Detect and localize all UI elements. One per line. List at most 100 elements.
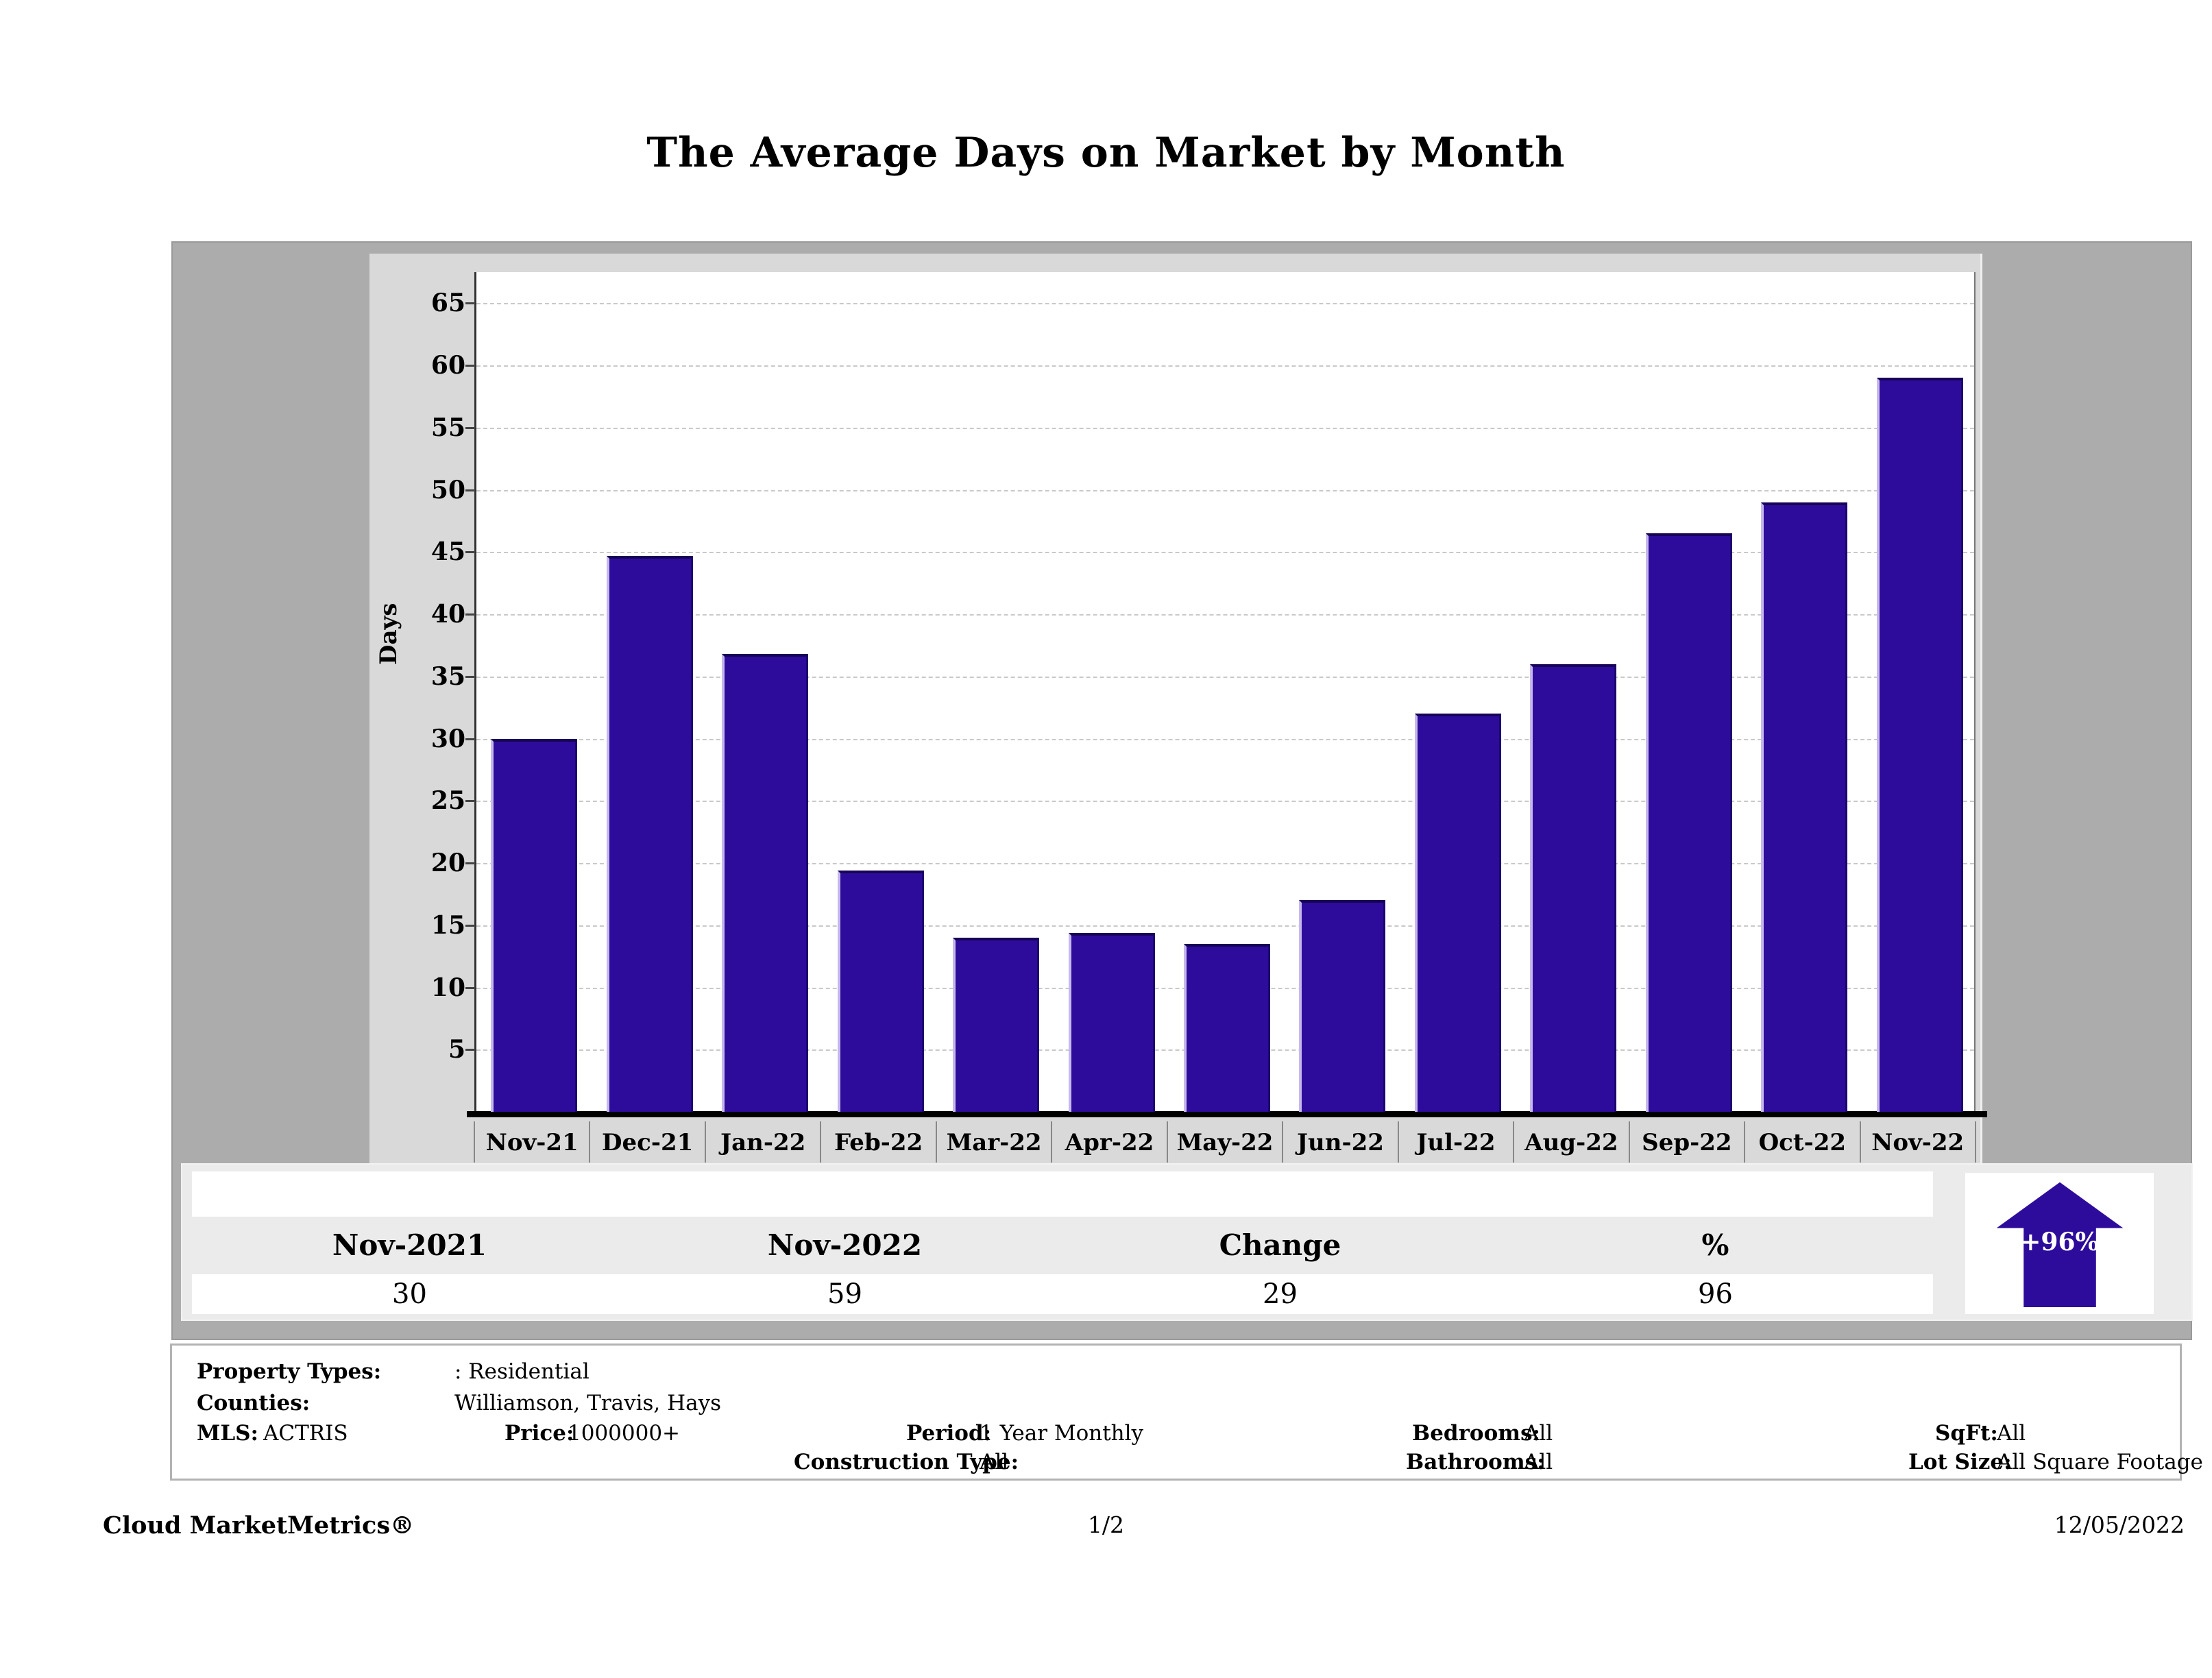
counties-label: Counties: bbox=[197, 1391, 311, 1415]
mls-value: ACTRIS bbox=[263, 1421, 348, 1446]
y-tick-label-20: 20 bbox=[430, 849, 465, 878]
x-axis-separator bbox=[704, 1121, 706, 1163]
x-axis-separator bbox=[820, 1121, 822, 1163]
y-tick-label-45: 45 bbox=[430, 537, 465, 567]
gridline-y-40 bbox=[476, 614, 1974, 616]
y-tick-label-65: 65 bbox=[430, 289, 465, 318]
x-tick-label-apr-22: Apr-22 bbox=[1065, 1129, 1154, 1156]
summary-value-row: 30 59 29 96 bbox=[192, 1274, 1933, 1314]
bar-may-22 bbox=[1184, 944, 1270, 1112]
bar-jan-22 bbox=[722, 654, 809, 1112]
price-label: Price: bbox=[505, 1421, 574, 1446]
gridline-y-60 bbox=[476, 365, 1974, 367]
x-axis-labels: Nov-21 Dec-21 Jan-22 Feb-22 Mar-22 Apr-22 May-… bbox=[465, 1121, 1985, 1164]
x-tick-label-nov-22: Nov-22 bbox=[1871, 1129, 1965, 1156]
lot-size-value: All Square Footage bbox=[1997, 1450, 2203, 1474]
sqft-value: All bbox=[1997, 1421, 2026, 1446]
construction-type-label: Construction Type: bbox=[794, 1450, 1019, 1474]
footer-page-number: 1/2 bbox=[1087, 1511, 1125, 1538]
summary-value-2: 29 bbox=[1263, 1278, 1298, 1310]
page-title: The Average Days on Market by Month bbox=[646, 129, 1566, 177]
y-tick-label-30: 30 bbox=[430, 724, 465, 753]
bar-feb-22 bbox=[837, 870, 924, 1112]
summary-table: Nov-2021 Nov-2022 Change% 30 59 29 96 bbox=[192, 1171, 1933, 1314]
chart-panel: Days 5 10 15 20 25 30 35 40 45 50 55 60 65 Nov-21 Dec… bbox=[369, 254, 1987, 1167]
property-types-label: Property Types: bbox=[197, 1359, 382, 1384]
y-tick-label-40: 40 bbox=[430, 600, 465, 629]
x-axis-separator bbox=[1744, 1121, 1746, 1163]
x-axis-separator bbox=[1975, 1121, 1976, 1163]
gridline-y-45 bbox=[476, 552, 1974, 554]
bathrooms-label: Bathrooms: bbox=[1406, 1450, 1545, 1474]
gridline-y-65 bbox=[476, 303, 1974, 305]
bar-aug-22 bbox=[1530, 664, 1617, 1112]
gridline-y-25 bbox=[476, 801, 1974, 803]
y-tickmark-60 bbox=[465, 365, 475, 367]
x-tick-label-dec-21: Dec-21 bbox=[602, 1129, 694, 1156]
counties-value: Williamson, Travis, Hays bbox=[454, 1391, 722, 1415]
gridline-y-20 bbox=[476, 863, 1974, 865]
period-value: 1 Year Monthly bbox=[980, 1421, 1144, 1446]
bar-apr-22 bbox=[1068, 932, 1155, 1112]
x-axis-separator bbox=[1628, 1121, 1630, 1163]
bar-oct-22 bbox=[1761, 502, 1848, 1112]
bedrooms-label: Bedrooms: bbox=[1412, 1421, 1540, 1446]
x-tick-label-aug-22: Aug-22 bbox=[1524, 1129, 1618, 1156]
summary-spacer-row bbox=[192, 1171, 1933, 1217]
bar-nov-22 bbox=[1876, 378, 1963, 1112]
x-axis-separator bbox=[1859, 1121, 1861, 1163]
y-tick-label-35: 35 bbox=[430, 661, 465, 691]
y-tickmark-40 bbox=[465, 613, 475, 616]
plot-area bbox=[465, 272, 1987, 1117]
bar-jul-22 bbox=[1414, 714, 1501, 1112]
bar-nov-21 bbox=[491, 738, 578, 1112]
y-tickmark-25 bbox=[465, 800, 475, 803]
y-tick-label-25: 25 bbox=[430, 786, 465, 816]
summary-header-nov-2021: Nov-2021 bbox=[332, 1228, 487, 1262]
y-tickmark-10 bbox=[465, 986, 475, 989]
change-badge: +96% bbox=[1965, 1173, 2154, 1314]
bathrooms-value: All bbox=[1524, 1450, 1553, 1474]
summary-value-3: 96 bbox=[1698, 1278, 1733, 1310]
lot-size-label: Lot Size: bbox=[1908, 1450, 2012, 1474]
gridline-y-30 bbox=[476, 738, 1974, 740]
x-axis-separator bbox=[1282, 1121, 1284, 1163]
bar-dec-21 bbox=[606, 555, 693, 1112]
x-tick-label-nov-21: Nov-21 bbox=[485, 1129, 579, 1156]
gridline-y-15 bbox=[476, 925, 1974, 927]
y-tickmark-30 bbox=[465, 738, 475, 740]
x-axis-separator bbox=[935, 1121, 937, 1163]
y-tick-label-5: 5 bbox=[448, 1035, 465, 1065]
summary-band: Nov-2021 Nov-2022 Change% 30 59 29 96 +96% bbox=[181, 1163, 2193, 1321]
chart-outer-panel: Days 5 10 15 20 25 30 35 40 45 50 55 60 65 Nov-21 Dec… bbox=[171, 241, 2193, 1340]
y-tickmark-45 bbox=[465, 551, 475, 554]
y-tickmark-55 bbox=[465, 426, 475, 429]
x-tick-label-mar-22: Mar-22 bbox=[946, 1129, 1042, 1156]
y-tick-label-55: 55 bbox=[430, 413, 465, 442]
mls-label: MLS: bbox=[197, 1421, 258, 1446]
footer-brand: Cloud MarketMetrics® bbox=[103, 1511, 415, 1540]
y-tick-label-10: 10 bbox=[430, 973, 465, 1002]
gridline-y-50 bbox=[476, 489, 1974, 491]
x-tick-label-oct-22: Oct-22 bbox=[1758, 1129, 1847, 1156]
summary-header-nov-2022: Nov-2022 bbox=[767, 1228, 923, 1262]
y-tickmark-65 bbox=[465, 302, 475, 305]
bar-jun-22 bbox=[1299, 900, 1386, 1112]
y-tickmark-35 bbox=[465, 675, 475, 678]
summary-value-0: 30 bbox=[392, 1278, 427, 1310]
sqft-label: SqFt: bbox=[1935, 1421, 1998, 1446]
y-tick-label-60: 60 bbox=[430, 351, 465, 380]
property-types-value: : Residential bbox=[454, 1359, 590, 1384]
x-axis-separator bbox=[1513, 1121, 1515, 1163]
y-tickmark-20 bbox=[465, 862, 475, 865]
summary-value-1: 59 bbox=[827, 1278, 862, 1310]
y-tick-label-50: 50 bbox=[430, 475, 465, 504]
x-tick-label-sep-22: Sep-22 bbox=[1642, 1129, 1732, 1156]
x-axis-separator bbox=[1397, 1121, 1399, 1163]
x-axis-separator bbox=[1166, 1121, 1168, 1163]
x-tick-label-may-22: May-22 bbox=[1176, 1129, 1274, 1156]
x-tick-label-jul-22: Jul-22 bbox=[1416, 1129, 1496, 1156]
x-axis-separator bbox=[1051, 1121, 1053, 1163]
summary-header--: % bbox=[1701, 1228, 1729, 1262]
